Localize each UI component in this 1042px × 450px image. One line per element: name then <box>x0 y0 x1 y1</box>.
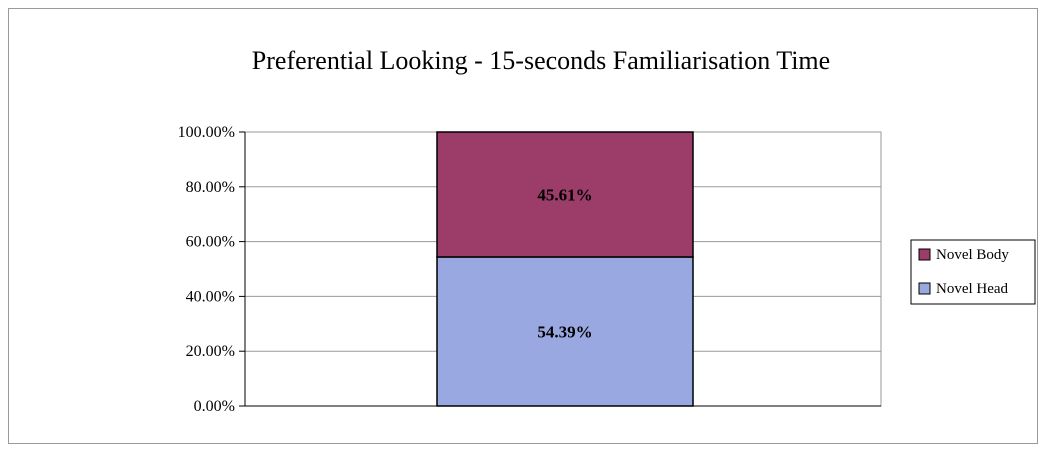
y-tick-label: 40.00% <box>186 288 235 305</box>
y-tick-label: 60.00% <box>186 234 235 251</box>
y-tick-label: 80.00% <box>186 179 235 196</box>
y-tick-label: 20.00% <box>186 343 235 360</box>
bar-novel-head <box>436 256 694 407</box>
legend-swatch-novel-body <box>918 248 931 261</box>
bar-layer: 54.39% 45.61% <box>436 131 694 407</box>
legend-box <box>910 239 1036 305</box>
legend-label-novel-body: Novel Body <box>936 247 1009 263</box>
bar-novel-body <box>436 131 694 258</box>
chart-svg: Preferential Looking - 15-seconds Famili… <box>178 46 1036 415</box>
legend-label-novel-head: Novel Head <box>936 281 1009 297</box>
legend: Novel Body Novel Head <box>910 239 1036 305</box>
y-tick-label: 100.00% <box>178 124 235 141</box>
data-label-novel-body: 45.61% <box>537 185 592 204</box>
chart-frame: Preferential Looking - 15-seconds Famili… <box>8 8 1038 444</box>
y-tick-label: 0.00% <box>194 398 235 415</box>
chart-title: Preferential Looking - 15-seconds Famili… <box>252 46 830 75</box>
data-label-novel-head: 54.39% <box>537 322 592 341</box>
y-axis: 0.00% 20.00% 40.00% 60.00% 80.00% 100.00% <box>178 124 881 415</box>
legend-swatch-novel-head <box>918 282 931 295</box>
